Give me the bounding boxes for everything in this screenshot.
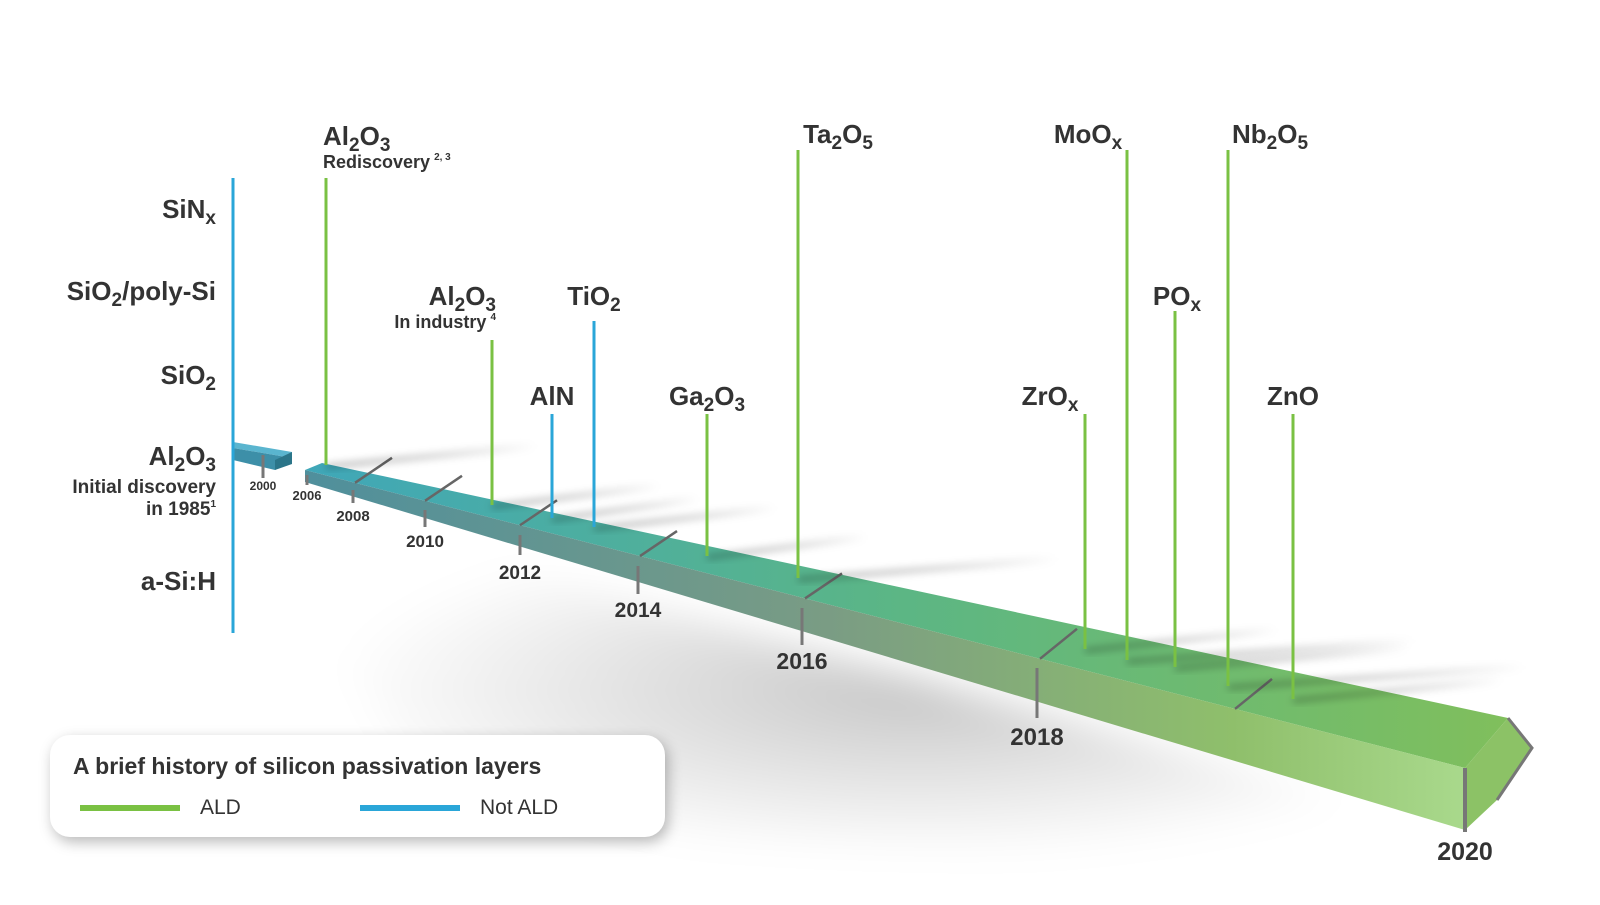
- year-label-2010: 2010: [406, 532, 444, 551]
- bar-main: [305, 463, 1534, 830]
- marker-label-5: Ta2O5: [803, 119, 873, 154]
- legend-title: A brief history of silicon passivation l…: [73, 753, 542, 779]
- left-label-2: SiO2: [161, 360, 216, 395]
- marker-shadows: [326, 443, 1526, 702]
- segment-line-3: [639, 530, 678, 558]
- year-label-2016: 2016: [776, 648, 827, 674]
- marker-shadow-10: [1293, 677, 1503, 702]
- marker-shadow-3: [594, 505, 777, 530]
- marker-label-10: ZnO: [1267, 381, 1319, 411]
- marker-shadow-1: [492, 483, 660, 508]
- marker-label-6: ZrOx: [1022, 381, 1079, 416]
- marker-shadow-4: [707, 534, 867, 559]
- marker-label-0: Al2O3: [323, 121, 390, 156]
- left-label-line3: in 19851: [146, 499, 216, 520]
- left-label-formula: SiO2/poly-Si: [67, 276, 216, 311]
- marker-shadow-7: [1127, 638, 1416, 663]
- left-label-formula: Al2O3: [149, 441, 216, 476]
- left-label-formula: SiO2: [161, 360, 216, 395]
- left-label-line2: Initial discovery: [72, 477, 216, 498]
- left-label-0: SiNx: [162, 194, 216, 229]
- legend-not-ald-swatch: [360, 805, 460, 811]
- marker-shadow-0: [326, 443, 537, 468]
- segment-line-5: [1039, 627, 1078, 660]
- left-label-4: a-Si:H: [141, 566, 216, 596]
- legend-ald-swatch: [80, 805, 180, 811]
- segment-line-1: [424, 474, 463, 502]
- year-label-2014: 2014: [615, 599, 662, 622]
- left-label-formula: a-Si:H: [141, 566, 216, 596]
- year-label-2020: 2020: [1437, 838, 1493, 866]
- marker-label-1: Al2O3: [429, 281, 496, 316]
- marker-label-3: TiO2: [567, 281, 620, 316]
- left-label-formula: SiNx: [162, 194, 216, 229]
- legend-ald-label: ALD: [200, 796, 241, 819]
- marker-label-2: AlN: [530, 381, 575, 411]
- year-label-2018: 2018: [1010, 724, 1063, 751]
- marker-label-9: Nb2O5: [1232, 119, 1308, 154]
- marker-shadow-2: [552, 496, 699, 521]
- year-label-2008: 2008: [336, 508, 369, 525]
- year-ticks: 2000 2006 2008 2010 2012 2014 2016 2018 2020: [250, 455, 1493, 866]
- left-label-1: SiO2/poly-Si: [67, 276, 216, 311]
- legend: A brief history of silicon passivation l…: [50, 735, 665, 837]
- year-label-2006: 2006: [293, 488, 322, 503]
- marker-note-0: Rediscovery 2, 3: [323, 152, 451, 172]
- marker-shadow-5: [798, 556, 1058, 581]
- marker-shadow-9: [1228, 664, 1526, 689]
- year-label-2012: 2012: [499, 563, 541, 584]
- marker-label-8: POx: [1153, 281, 1202, 316]
- marker-note-1: In industry 4: [394, 312, 496, 332]
- legend-not-ald-label: Not ALD: [480, 796, 559, 819]
- marker-label-4: Ga2O3: [669, 381, 745, 416]
- marker-label-7: MoOx: [1054, 119, 1123, 154]
- year-label-2000: 2000: [250, 479, 277, 493]
